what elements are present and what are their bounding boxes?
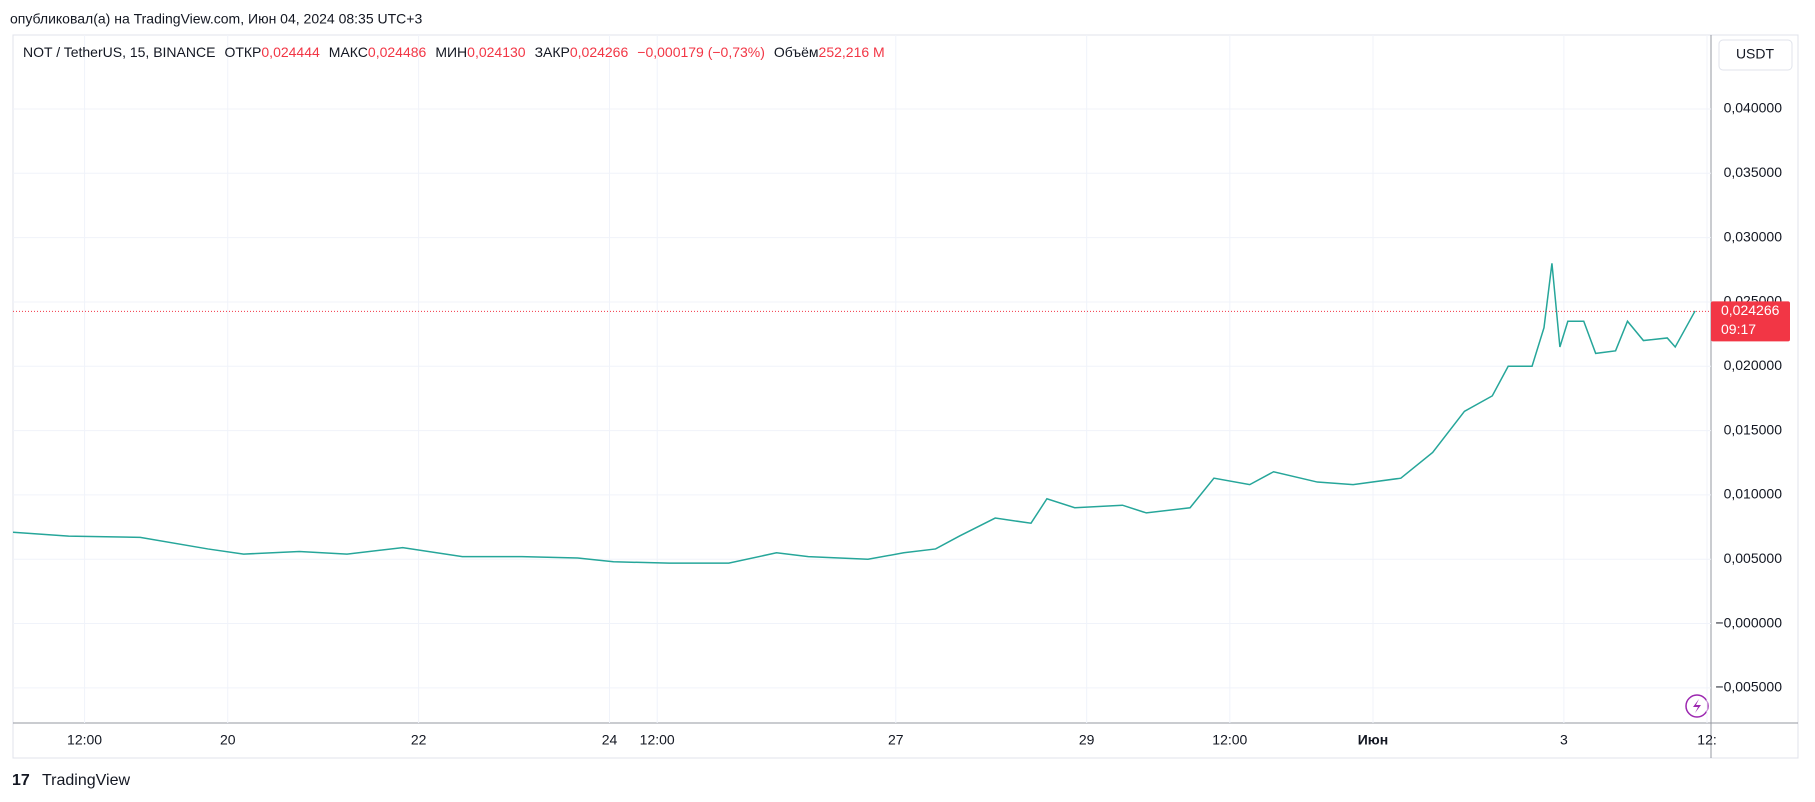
- symbol: NOT / TetherUS, 15, BINANCE: [23, 44, 216, 60]
- logo-mark: 17: [12, 772, 30, 789]
- y-tick-label: 0,015000: [1724, 421, 1783, 437]
- y-tick-label: 0,030000: [1724, 228, 1783, 244]
- y-tick-label: 0,020000: [1724, 357, 1783, 373]
- x-tick-label: Июн: [1358, 732, 1388, 748]
- y-tick-label: 0,010000: [1724, 486, 1783, 502]
- y-tick-label: 0,035000: [1724, 164, 1783, 180]
- lightning-glyph: [1693, 699, 1701, 713]
- volume: 252,216 M: [818, 44, 885, 60]
- high-label: МАКС: [328, 44, 368, 60]
- header: опубликовал(а) на TradingView.com, Июн 0…: [10, 11, 422, 27]
- close-label: ЗАКР: [534, 44, 570, 60]
- currency: USDT: [1736, 46, 1775, 62]
- currency-button[interactable]: [1718, 39, 1793, 71]
- y-tick-label: 0,040000: [1724, 100, 1783, 116]
- volume-label: Объём: [773, 44, 819, 60]
- x-tick-label: 29: [1079, 732, 1095, 748]
- x-tick-label: 24: [602, 732, 618, 748]
- x-tick-label: 12:: [1697, 732, 1716, 748]
- countdown: 09:17: [1721, 321, 1756, 337]
- last-price-box: [1711, 301, 1790, 342]
- x-tick-label: 12:00: [640, 732, 675, 748]
- x-tick-label: 27: [888, 732, 904, 748]
- x-tick-label: 12:00: [67, 732, 102, 748]
- open-label: ОТКР: [224, 44, 262, 60]
- low: 0,024130: [467, 44, 526, 60]
- y-tick-label: 0,005000: [1724, 550, 1783, 566]
- lightning-icon[interactable]: [1685, 694, 1709, 718]
- high: 0,024486: [367, 44, 427, 60]
- x-tick-label: 20: [220, 732, 236, 748]
- open: 0,024444: [261, 44, 320, 60]
- footer: TradingView: [42, 772, 130, 789]
- y-tick-label: −0,005000: [1715, 679, 1782, 695]
- legend: NOT / TetherUS, 15, BINANCE ОТКР0,024444 М…: [23, 44, 894, 60]
- x-tick-label: 3: [1560, 732, 1568, 748]
- last-price-label: 0,024266: [1721, 302, 1780, 318]
- change: −0,000179 (−0,73%): [637, 44, 765, 60]
- low-label: МИН: [435, 44, 468, 60]
- frame: [12, 34, 1799, 759]
- price-line: [12, 263, 1696, 564]
- y-tick-label: −0,000000: [1715, 614, 1782, 630]
- x-tick-label: 12:00: [1212, 732, 1247, 748]
- close: 0,024266: [569, 44, 629, 60]
- x-tick-label: 22: [411, 732, 427, 748]
